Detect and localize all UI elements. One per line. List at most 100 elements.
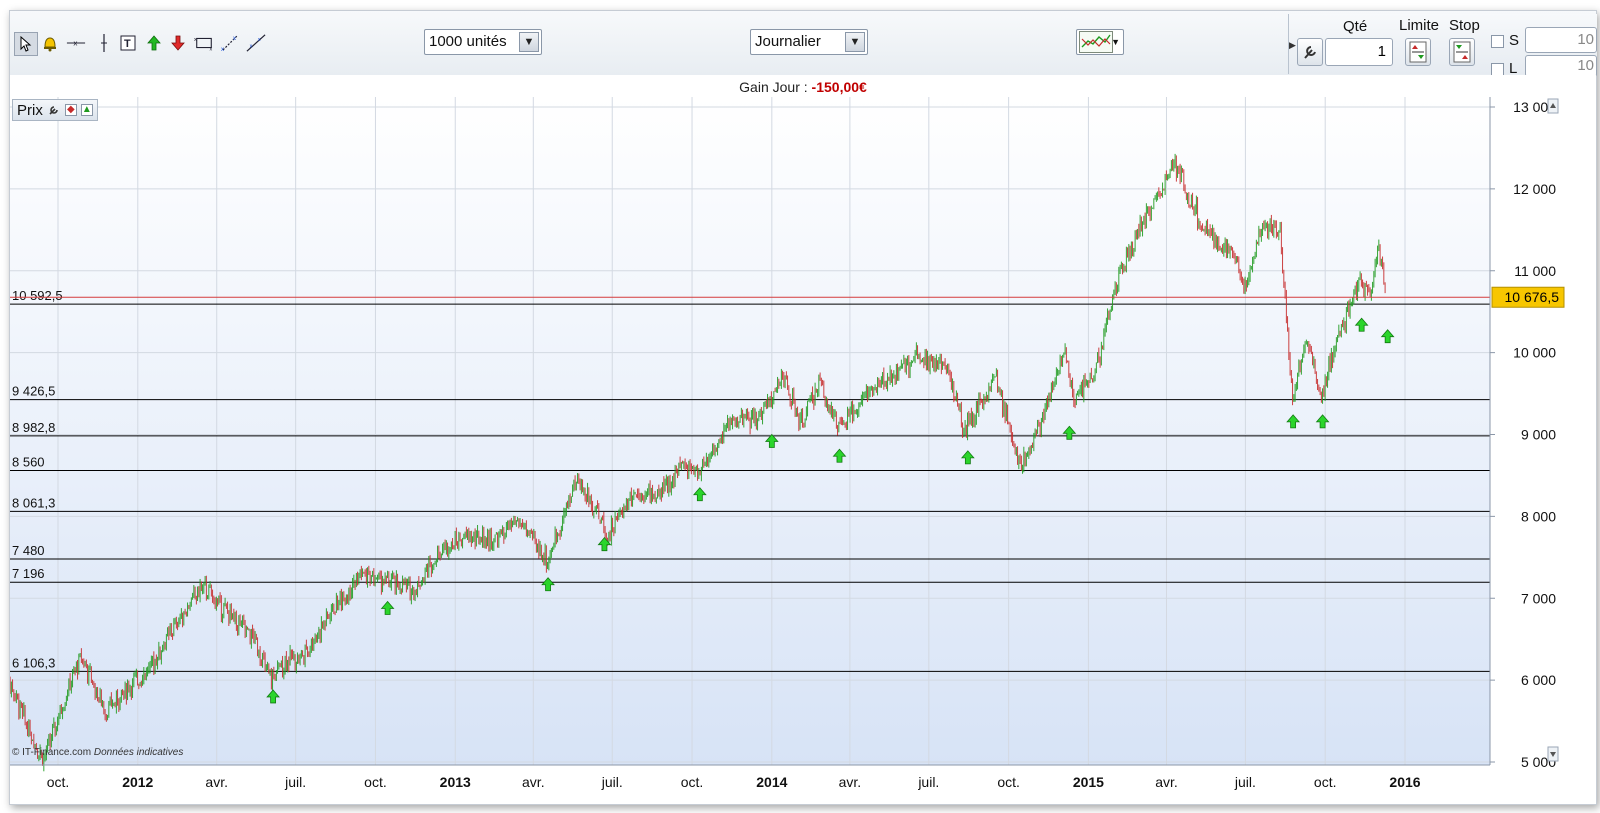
qty-input[interactable]: 1 — [1325, 38, 1393, 66]
x-tick-label: juil. — [1234, 774, 1256, 790]
x-tick-label: avr. — [839, 774, 862, 790]
svg-text:T: T — [124, 38, 131, 50]
buy-signal-arrow[interactable] — [1380, 329, 1395, 344]
l-value-input[interactable]: 10 — [1525, 55, 1597, 77]
l-label: L — [1509, 60, 1518, 77]
cursor-icon[interactable] — [14, 32, 38, 56]
scroll-down-icon[interactable] — [1547, 746, 1559, 762]
sell-arrow-icon[interactable] — [168, 33, 188, 53]
y-tick-label: 10 000 — [1513, 345, 1556, 361]
remove-indicator-icon[interactable]: ◆ — [64, 104, 77, 116]
x-tick-label: juil. — [601, 774, 623, 790]
move-up-icon[interactable]: ▲ — [80, 104, 93, 116]
chart-style-select[interactable]: ▼ — [1076, 29, 1124, 55]
support-level-label: 8 560 — [12, 455, 45, 470]
buy-signal-arrow[interactable] — [960, 450, 975, 465]
gain-value: -150,00€ — [811, 79, 867, 95]
x-tick-label: oct. — [681, 774, 704, 790]
x-tick-label: juil. — [917, 774, 939, 790]
svg-text:x: x — [221, 47, 224, 52]
limit-order-button[interactable] — [1405, 38, 1431, 66]
vertical-line-icon[interactable] — [94, 33, 114, 53]
support-level-label: 9 426,5 — [12, 384, 55, 399]
price-panel-header: Prix ◆ ▲ — [12, 99, 98, 121]
limit-label: Limite — [1399, 17, 1440, 34]
buy-signal-arrow[interactable] — [692, 487, 707, 502]
wrench-icon[interactable] — [47, 103, 61, 117]
chevron-down-icon[interactable]: ▼ — [845, 32, 865, 52]
chevron-down-icon[interactable]: ▼ — [1111, 37, 1120, 47]
buy-signal-arrow[interactable] — [266, 689, 280, 704]
support-level-label: 8 061,3 — [12, 495, 55, 510]
stop-label: Stop — [1449, 17, 1480, 34]
buy-signal-arrow[interactable] — [597, 537, 612, 552]
stop-order-button[interactable] — [1449, 38, 1475, 66]
alert-bell-icon[interactable] — [40, 33, 60, 53]
x-tick-label: 2014 — [756, 774, 787, 790]
x-tick-label: avr. — [522, 774, 545, 790]
s-checkbox[interactable] — [1491, 35, 1504, 48]
buy-signal-arrow[interactable] — [380, 600, 395, 615]
settings-wrench-button[interactable] — [1297, 38, 1323, 66]
gain-label: Gain Jour : — [739, 79, 808, 95]
buy-signal-arrow[interactable] — [541, 577, 555, 592]
copyright-note: © IT-Finance.com Données indicatives — [12, 747, 183, 758]
price-chart[interactable]: 10 592,5 9 426,5 8 982,8 8 560 8 061,3 7 480 7… — [10, 97, 1596, 804]
y-tick-label: 11 000 — [1514, 263, 1556, 279]
svg-text:x: x — [194, 37, 197, 43]
svg-text:x: x — [233, 36, 236, 42]
support-level-label: 6 106,3 — [12, 655, 55, 670]
buy-signal-arrow[interactable] — [1062, 425, 1077, 440]
x-tick-label: 2016 — [1389, 774, 1420, 790]
stop-order-icon — [1453, 41, 1471, 63]
buy-arrow-icon[interactable] — [144, 33, 164, 53]
x-tick-label: oct. — [364, 774, 387, 790]
buy-signal-arrow[interactable] — [1315, 414, 1330, 429]
support-level-label: 8 982,8 — [12, 420, 55, 435]
limit-order-icon — [1409, 41, 1427, 63]
horizontal-line-icon[interactable]: x — [66, 33, 86, 53]
support-level-label: 7 196 — [12, 566, 45, 581]
svg-text:x: x — [73, 39, 78, 48]
y-tick-label: 13 000 — [1513, 99, 1556, 115]
last-price-tag — [1491, 286, 1565, 308]
x-tick-label: juil. — [284, 774, 306, 790]
y-tick-label: 7 000 — [1521, 590, 1556, 606]
expand-arrow-icon[interactable]: ▶ — [1289, 40, 1296, 50]
x-tick-label: 2012 — [122, 774, 153, 790]
x-tick-label: oct. — [997, 774, 1020, 790]
disclaimer-text: Données indicatives — [93, 747, 184, 758]
buy-signal-arrow[interactable] — [1354, 317, 1369, 332]
s-label: S — [1509, 32, 1520, 49]
last-price-label: 10 676,5 — [1505, 289, 1560, 305]
y-tick-label: 12 000 — [1513, 181, 1556, 197]
x-tick-label: oct. — [1314, 774, 1337, 790]
period-select[interactable]: Journalier ▼ — [750, 29, 868, 55]
quantity-unit-select[interactable]: 1000 unités ▼ — [424, 29, 542, 55]
y-tick-label: 6 000 — [1521, 672, 1556, 688]
chevron-down-icon[interactable]: ▼ — [519, 32, 539, 52]
qty-label: Qté — [1343, 18, 1368, 35]
s-value-input[interactable]: 10 — [1525, 27, 1597, 53]
buy-signal-arrow[interactable] — [1286, 414, 1300, 429]
buy-signal-arrow[interactable] — [832, 448, 847, 463]
y-tick-label: 9 000 — [1521, 427, 1556, 443]
x-tick-label: 2013 — [440, 774, 471, 790]
chart-canvas[interactable]: 10 592,5 9 426,5 8 982,8 8 560 8 061,3 7 480 7… — [10, 97, 1596, 804]
price-panel-title: Prix — [17, 101, 43, 119]
buy-signal-arrow[interactable] — [764, 433, 779, 448]
quantity-unit-value: 1000 unités — [429, 33, 507, 50]
x-tick-label: avr. — [1155, 774, 1178, 790]
svg-text:x: x — [258, 37, 261, 43]
x-tick-label: oct. — [47, 774, 70, 790]
svg-text:x: x — [250, 44, 253, 50]
period-value: Journalier — [755, 33, 821, 50]
support-level-label: 10 592,5 — [12, 288, 63, 303]
y-axis-panel — [1490, 97, 1596, 804]
scroll-up-icon[interactable] — [1547, 98, 1559, 114]
text-tool-icon[interactable]: T — [118, 33, 138, 53]
